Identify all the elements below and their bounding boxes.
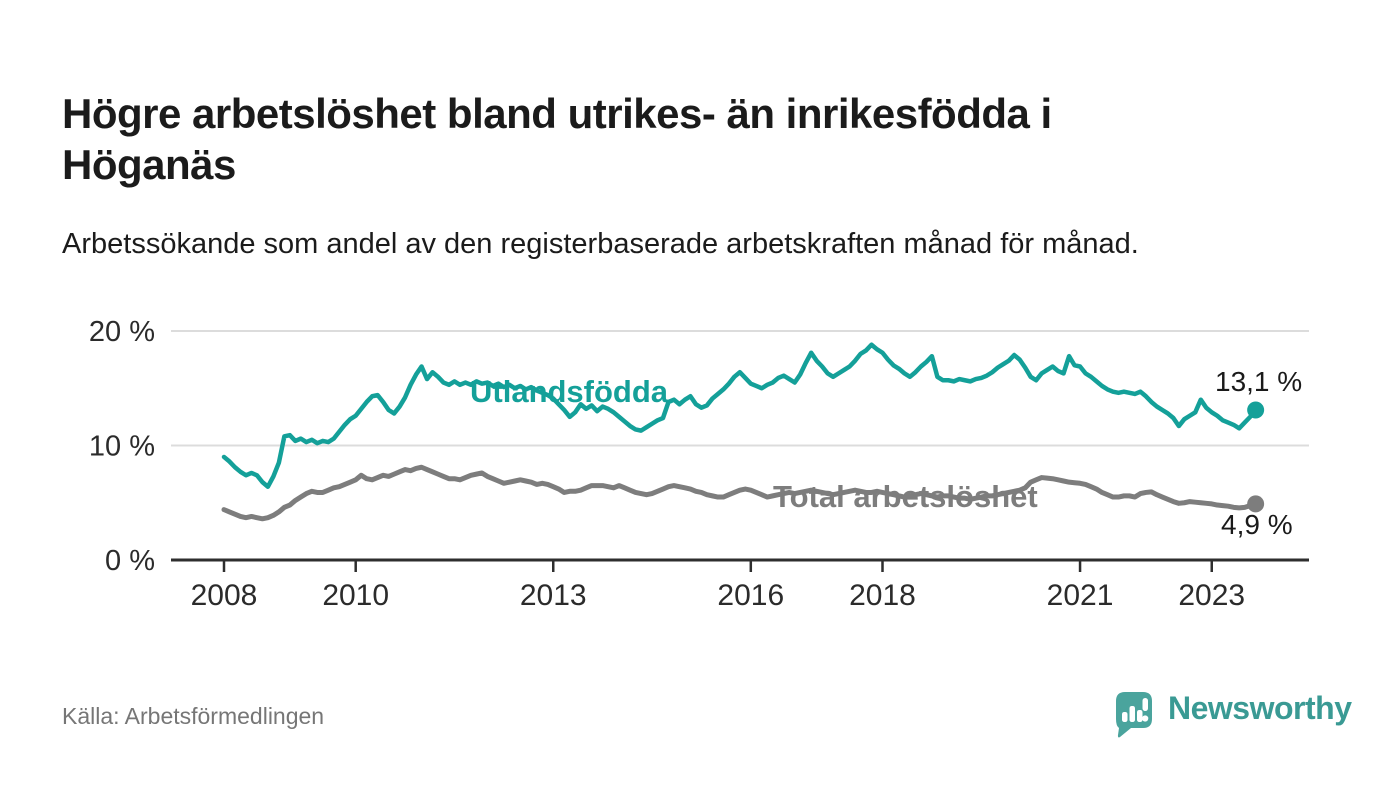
series-end-dot (1247, 495, 1265, 513)
chart-subtitle: Arbetssökande som andel av den registerb… (62, 228, 1139, 260)
page-title: Högre arbetslöshet bland utrikes- än inr… (62, 90, 1052, 189)
x-axis-tick-label: 2021 (1047, 579, 1114, 612)
branding: Newsworthy (1114, 690, 1352, 742)
x-axis-tick-label: 2016 (717, 579, 784, 612)
x-axis-tick-label: 2013 (520, 579, 587, 612)
series-label-total-arbetsloshet: Total arbetslöshet (773, 479, 1038, 514)
series-line-utlandsf-dda (221, 342, 1258, 489)
y-axis-tick-label: 10 % (89, 431, 155, 463)
x-axis-tick-label: 2018 (849, 579, 916, 612)
source-note: Källa: Arbetsförmedlingen (62, 703, 325, 729)
x-axis-tick-label: 2023 (1178, 579, 1245, 612)
value-label-utlandsfodda: 13,1 % (1215, 366, 1303, 397)
value-label-total-arbetsloshet: 4,9 % (1221, 509, 1293, 540)
newsworthy-logo-icon (1116, 692, 1152, 738)
x-axis-tick-label: 2008 (191, 579, 258, 612)
series-label-utlandsfodda: Utlandsfödda (470, 374, 669, 409)
y-axis-tick-label: 20 % (89, 316, 155, 348)
newsworthy-wordmark: Newsworthy (1168, 690, 1352, 726)
x-axis-tick-label: 2010 (322, 579, 389, 612)
series-line-total-arbetsl-shet (221, 464, 1259, 522)
series-end-dot (1247, 401, 1265, 419)
y-axis-tick-label: 0 % (105, 545, 155, 577)
